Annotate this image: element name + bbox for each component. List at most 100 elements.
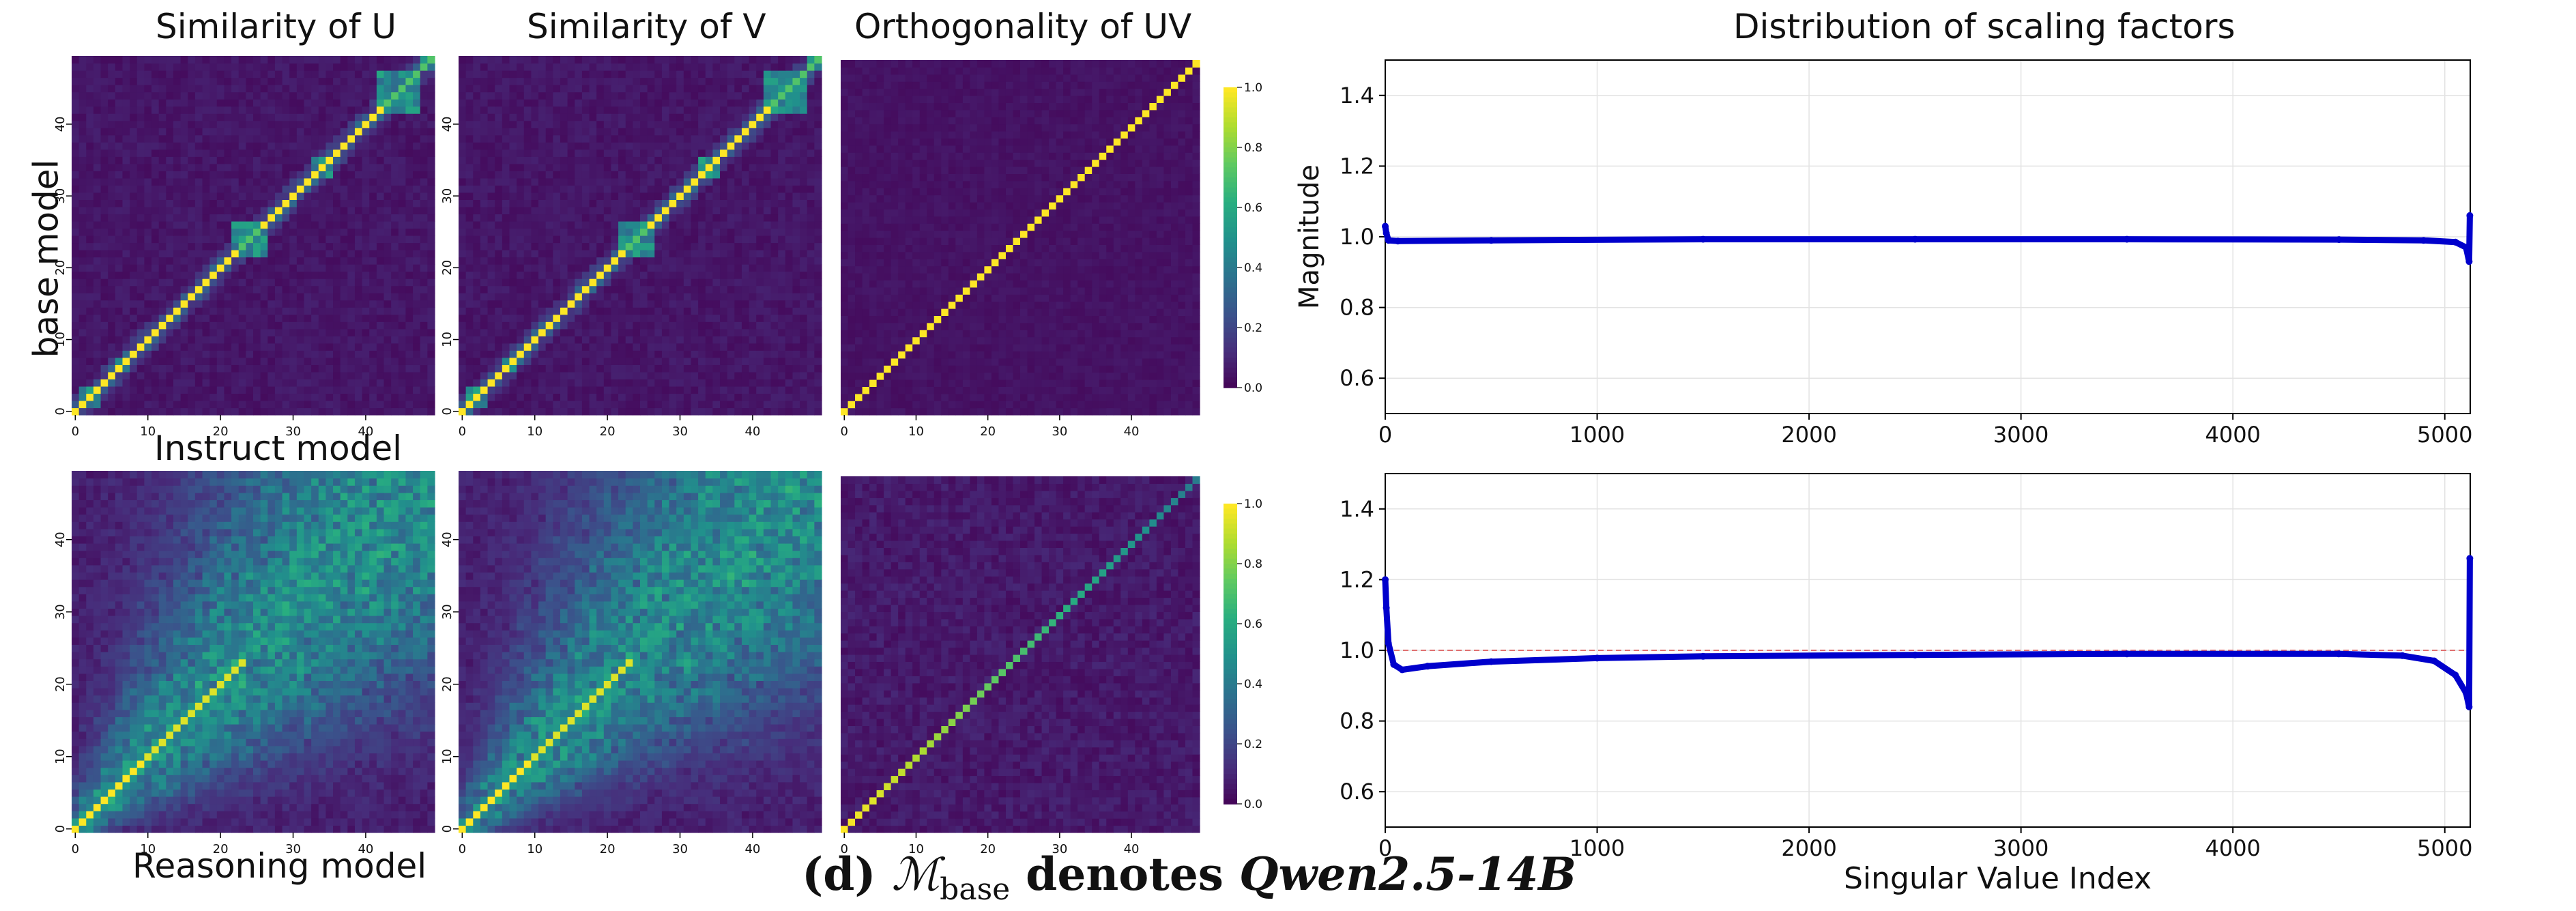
heatmap-cell — [304, 379, 312, 387]
heatmap-cell — [509, 400, 517, 409]
heatmap-cell — [647, 185, 655, 193]
heatmap-cell — [340, 177, 348, 186]
heatmap-cell — [517, 163, 525, 171]
heatmap-cell — [238, 364, 246, 373]
heatmap-cell — [502, 357, 510, 365]
heatmap-cell — [376, 314, 385, 322]
heatmap-cell — [778, 379, 786, 387]
heatmap-cell — [289, 278, 298, 287]
heatmap-cell — [78, 321, 87, 330]
heatmap-cell — [209, 293, 218, 301]
heatmap-cell — [465, 91, 474, 100]
heatmap-cell — [369, 350, 377, 358]
heatmap-cell — [531, 70, 539, 78]
heatmap-cell — [741, 235, 750, 244]
heatmap-cell — [698, 264, 706, 272]
heatmap-cell — [238, 393, 246, 401]
heatmap-cell — [130, 106, 138, 114]
heatmap-cell — [523, 328, 532, 336]
heatmap-cell — [480, 149, 489, 157]
heatmap-cell — [413, 91, 421, 100]
heatmap-cell — [676, 99, 684, 107]
heatmap-cell — [231, 163, 240, 171]
heatmap-cell — [589, 293, 597, 301]
heatmap-cell — [231, 386, 240, 394]
heatmap-cell — [340, 314, 348, 322]
heatmap-cell — [274, 386, 283, 394]
heatmap-cell — [807, 85, 815, 93]
heatmap-cell — [749, 99, 757, 107]
heatmap-cell — [596, 242, 605, 250]
heatmap-cell — [158, 134, 167, 143]
heatmap-cell — [581, 314, 590, 322]
heatmap-cell — [238, 293, 246, 301]
heatmap-cell — [741, 386, 750, 394]
heatmap-xtick-label: 40 — [358, 424, 373, 439]
heatmap-cell — [166, 56, 174, 64]
heatmap-cell — [741, 336, 750, 344]
heatmap-cell — [473, 113, 481, 121]
heatmap-cell — [311, 293, 319, 301]
heatmap-cell — [683, 357, 692, 365]
heatmap-cell — [93, 271, 102, 279]
heatmap-cell — [282, 56, 290, 64]
heatmap-cell — [398, 293, 407, 301]
heatmap-cell — [398, 120, 407, 128]
heatmap-cell — [647, 120, 655, 128]
heatmap-cell — [741, 300, 750, 308]
heatmap-cell — [495, 250, 503, 258]
heatmap-cell — [814, 120, 822, 128]
heatmap-cell — [495, 278, 503, 287]
heatmap-cell — [72, 271, 80, 279]
heatmap-cell — [495, 99, 503, 107]
heatmap-cell — [282, 350, 290, 358]
heatmap-cell — [130, 314, 138, 322]
heatmap-cell — [618, 350, 626, 358]
heatmap-cell — [596, 285, 605, 293]
heatmap-cell — [640, 156, 648, 164]
heatmap-cell — [173, 350, 182, 358]
heatmap-cell — [734, 386, 742, 394]
heatmap-cell — [405, 379, 414, 387]
heatmap-cell — [625, 63, 633, 71]
heatmap-cell — [495, 163, 503, 171]
heatmap-cell — [683, 70, 692, 78]
heatmap-cell — [398, 149, 407, 157]
heatmap-cell — [100, 163, 108, 171]
heatmap-cell — [289, 228, 298, 236]
heatmap-cell — [502, 364, 510, 373]
heatmap-cell — [144, 278, 152, 287]
heatmap-cell — [325, 156, 334, 164]
heatmap-cell — [188, 350, 196, 358]
heatmap-cell — [683, 163, 692, 171]
heatmap-cell — [581, 271, 590, 279]
heatmap-cell — [459, 156, 467, 164]
heatmap-cell — [216, 321, 225, 330]
heatmap-cell — [194, 91, 203, 100]
heatmap-cell — [814, 228, 822, 236]
heatmap-cell — [398, 228, 407, 236]
heatmap-cell — [267, 400, 276, 409]
heatmap-cell — [581, 192, 590, 200]
heatmap-cell — [800, 85, 808, 93]
heatmap-cell — [647, 206, 655, 215]
heatmap-cell — [180, 400, 188, 409]
heatmap-cell — [136, 70, 145, 78]
heatmap-cell — [654, 106, 663, 114]
heatmap-cell — [173, 77, 182, 85]
heatmap-cell — [720, 293, 728, 301]
heatmap-cell — [282, 77, 290, 85]
heatmap-cell — [560, 371, 568, 379]
heatmap-cell — [778, 192, 786, 200]
heatmap-cell — [517, 307, 525, 315]
heatmap-cell — [669, 228, 677, 236]
heatmap-cell — [209, 285, 218, 293]
heatmap-cell — [340, 393, 348, 401]
heatmap-cell — [289, 364, 298, 373]
heatmap-cell — [618, 70, 626, 78]
heatmap-cell — [531, 106, 539, 114]
heatmap-cell — [173, 177, 182, 186]
heatmap-cell — [538, 393, 547, 401]
heatmap-cell — [246, 300, 254, 308]
heatmap-cell — [712, 321, 721, 330]
